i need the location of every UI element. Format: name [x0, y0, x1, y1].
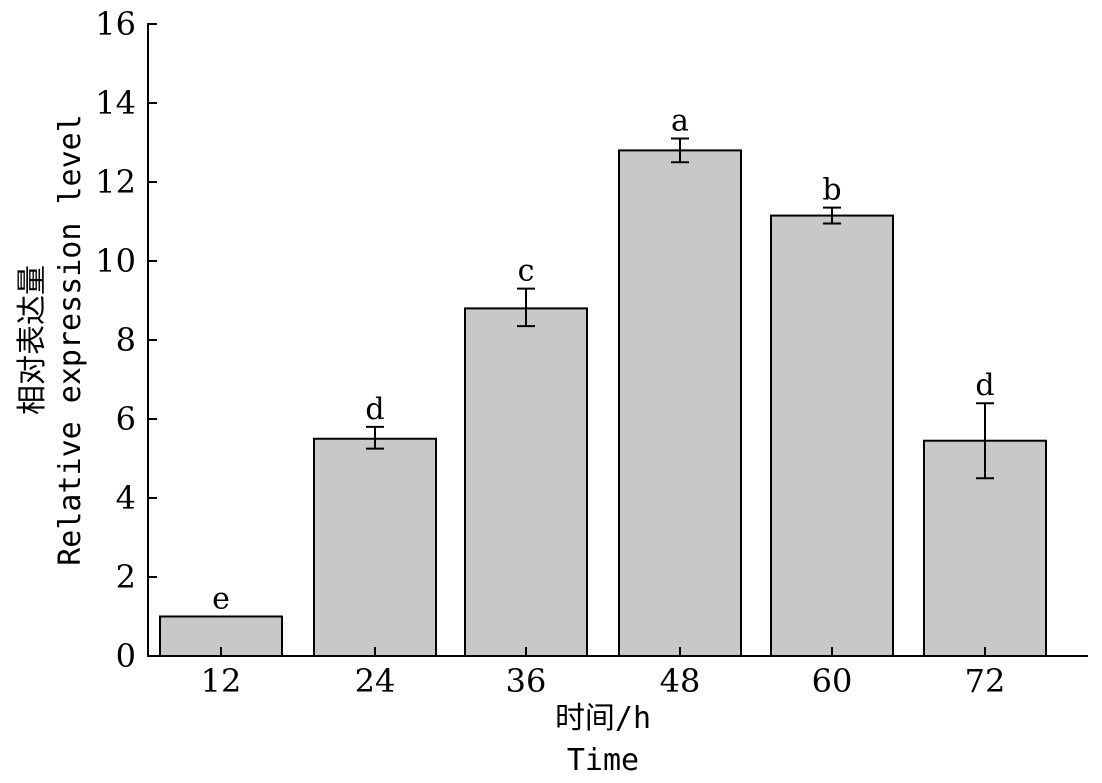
x-axis-title-chinese: 时间/h — [555, 701, 651, 736]
bar-24 — [313, 437, 437, 657]
bar-48 — [618, 149, 742, 657]
y-tick-label: 12 — [95, 163, 136, 201]
x-tick-label-48: 48 — [660, 662, 701, 700]
x-tick-label-12: 12 — [201, 662, 242, 700]
x-tick-label-60: 60 — [812, 662, 853, 700]
significance-label-36: c — [518, 254, 535, 289]
x-tick-label-24: 24 — [355, 662, 396, 700]
y-tick-label: 10 — [95, 242, 136, 280]
x-tick-label-36: 36 — [506, 662, 547, 700]
error-bars-layer — [366, 137, 994, 480]
significance-labels-layer: e d c a b d — [212, 104, 994, 617]
significance-label-48: a — [671, 104, 689, 139]
y-axis-title-english: Relative expression level — [53, 114, 88, 566]
y-tick-label: 2 — [116, 558, 136, 596]
y-tick-label: 0 — [116, 637, 136, 675]
significance-label-60: b — [822, 173, 841, 208]
significance-label-12: e — [212, 582, 230, 617]
y-axis-title-chinese: 相对表达量 — [15, 265, 50, 415]
x-axis-title-english: Time — [567, 743, 639, 778]
y-tick-label: 8 — [116, 321, 136, 359]
bar-60 — [770, 214, 894, 657]
y-ticks-layer: 0 2 4 6 8 10 12 14 16 — [95, 5, 157, 675]
y-tick-label: 14 — [95, 84, 136, 122]
y-tick-label: 6 — [116, 400, 136, 438]
significance-label-24: d — [365, 392, 384, 427]
bar-36 — [464, 307, 588, 657]
x-ticks-layer: 12 24 36 48 60 72 — [201, 647, 1006, 700]
significance-label-72: d — [975, 368, 994, 403]
bars-layer — [159, 149, 1047, 657]
y-tick-label: 4 — [116, 479, 136, 517]
y-tick-label: 16 — [95, 5, 136, 43]
x-tick-label-72: 72 — [965, 662, 1006, 700]
